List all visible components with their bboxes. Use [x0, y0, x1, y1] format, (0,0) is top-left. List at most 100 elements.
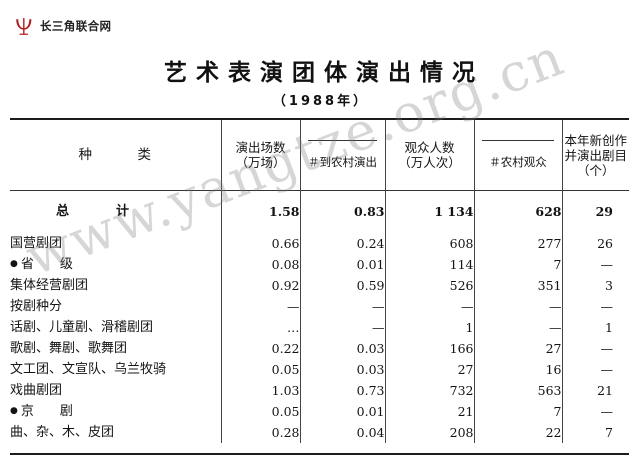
col-header-rural-audience-label: ＃农村观众	[489, 155, 547, 169]
col-header-new-plays-line2: 并演出剧目	[564, 147, 627, 163]
col-header-shows-label: 演出场数	[235, 140, 286, 155]
table-row: 按剧种分 — — — — —	[10, 296, 629, 317]
col-header-kind-b: 类	[137, 146, 153, 163]
cell-shows: 0.05	[220, 359, 300, 380]
bullet-icon: ●	[10, 406, 18, 416]
table-row: 戏曲剧团 1.03 0.73 732 563 21	[10, 380, 629, 401]
cell-new_plays: —	[561, 401, 629, 422]
cell-rural_aud: —	[473, 296, 562, 317]
cell-audience: 27	[384, 359, 474, 380]
cell-shows: 0.22	[220, 338, 300, 359]
cell-rural_aud: 16	[473, 359, 562, 380]
col-header-new-plays-unit: （个）	[576, 162, 615, 178]
cell-new_plays: 26	[561, 233, 629, 254]
header-separator-row	[10, 190, 629, 201]
site-logo-bar: 长三角联合网	[14, 16, 111, 36]
col-header-rural-shows: ＃到农村演出	[299, 118, 385, 191]
row-label-text: 戏曲剧团	[10, 383, 63, 398]
trident-logo-icon	[14, 16, 34, 36]
cell-rural_shows: 0.04	[299, 422, 385, 443]
table-row: 文工团、文宣队、乌兰牧骑 0.05 0.03 27 16—	[10, 359, 629, 380]
cell-new_plays: 29	[561, 201, 629, 222]
row-label: 按剧种分	[10, 296, 221, 317]
cell-shows: 1.03	[220, 380, 300, 401]
row-label: ● 京 剧	[10, 401, 221, 422]
cell-shows: —	[220, 296, 300, 317]
cell-rural_shows: 0.83	[299, 201, 385, 222]
cell-rural_aud: 22	[473, 422, 562, 443]
row-label: 总 计	[10, 201, 221, 222]
page-subtitle: （1988年）	[272, 94, 370, 109]
cell-rural_shows: 0.03	[299, 338, 385, 359]
cell-rural_shows: 0.03	[299, 359, 385, 380]
col-header-shows-unit: （万场）	[235, 155, 286, 170]
cell-shows: 0.92	[220, 275, 300, 296]
row-label-text: 按剧种分	[10, 299, 63, 314]
cell-new_plays: 3	[561, 275, 629, 296]
table-row: ● 省 级 0.08 0.01 114 7—	[10, 254, 629, 275]
bullet-icon: ●	[10, 259, 18, 269]
col-header-rural-audience-overline	[482, 140, 554, 141]
cell-audience: 21	[384, 401, 474, 422]
cell-audience: 732	[384, 380, 474, 401]
cell-audience: 608	[384, 233, 474, 254]
row-label-text: 曲、杂、木、皮团	[10, 425, 115, 440]
row-label: 歌剧、舞剧、歌舞团	[10, 338, 221, 359]
cell-rural_aud: 27	[473, 338, 562, 359]
table-body: 总 计 1.58 0.83 1 134 628 29 国营剧团 0.66 0.24 608 277 2…	[10, 190, 629, 455]
row-label-text: 集体经营剧团	[10, 278, 89, 293]
col-header-audience: 观众人数 （万人次）	[384, 118, 474, 191]
row-label-text: 省 级	[20, 257, 73, 272]
col-header-kind: 种 类	[10, 118, 221, 191]
cell-rural_aud: 7	[473, 401, 562, 422]
col-header-audience-unit: （万人次）	[398, 155, 461, 170]
cell-rural_aud: 7	[473, 254, 562, 275]
cell-rural_shows: —	[299, 296, 385, 317]
cell-new_plays: —	[561, 254, 629, 275]
row-label: 曲、杂、木、皮团	[10, 422, 221, 443]
cell-audience: 208	[384, 422, 474, 443]
table-row: ● 京 剧 0.05 0.01 21 7—	[10, 401, 629, 422]
col-header-new-plays: 本年新创作 并演出剧目 （个）	[561, 118, 629, 191]
cell-rural_shows: 0.24	[299, 233, 385, 254]
cell-rural_shows: 0.01	[299, 254, 385, 275]
cell-audience: 166	[384, 338, 474, 359]
row-spacer	[10, 222, 629, 233]
row-label-text: 京 剧	[20, 404, 73, 419]
cell-new_plays: 21	[561, 380, 629, 401]
table-row: 歌剧、舞剧、歌舞团 0.22 0.03 166 27—	[10, 338, 629, 359]
table-header-row: 种 类 演出场数 （万场） ＃到农村演出 观众人数 （万人次）	[10, 118, 629, 191]
cell-new_plays: 1	[561, 317, 629, 338]
statistics-table-container: 种 类 演出场数 （万场） ＃到农村演出 观众人数 （万人次）	[10, 118, 629, 455]
statistics-table: 种 类 演出场数 （万场） ＃到农村演出 观众人数 （万人次）	[10, 118, 629, 455]
cell-audience: 114	[384, 254, 474, 275]
cell-new_plays: 7	[561, 422, 629, 443]
row-label: 集体经营剧团	[10, 275, 221, 296]
cell-rural_shows: 0.59	[299, 275, 385, 296]
row-label: 话剧、儿童剧、滑稽剧团	[10, 317, 221, 338]
col-header-shows: 演出场数 （万场）	[220, 118, 300, 191]
cell-shows: 1.58	[220, 201, 300, 222]
cell-shows: 0.28	[220, 422, 300, 443]
cell-rural_aud: —	[473, 317, 562, 338]
table-bottom-rule	[10, 443, 629, 455]
cell-shows: 0.08	[220, 254, 300, 275]
row-label: ● 省 级	[10, 254, 221, 275]
row-label: 文工团、文宣队、乌兰牧骑	[10, 359, 221, 380]
row-label-text: 总 计	[56, 204, 132, 219]
cell-rural_aud: 351	[473, 275, 562, 296]
site-name: 长三角联合网	[40, 19, 112, 33]
cell-shows: 0.05	[220, 401, 300, 422]
cell-rural_shows: —	[299, 317, 385, 338]
cell-rural_shows: 0.01	[299, 401, 385, 422]
table-row: 总 计 1.58 0.83 1 134 628 29	[10, 201, 629, 222]
col-header-new-plays-line1: 本年新创作	[564, 132, 627, 148]
page-title: 艺术表演团体演出情况	[164, 60, 484, 86]
row-label: 国营剧团	[10, 233, 221, 254]
cell-audience: 1	[384, 317, 474, 338]
cell-rural_shows: 0.73	[299, 380, 385, 401]
table-row: 话剧、儿童剧、滑稽剧团… —1—1	[10, 317, 629, 338]
row-label-text: 文工团、文宣队、乌兰牧骑	[10, 362, 167, 377]
cell-new_plays: —	[561, 338, 629, 359]
cell-rural_aud: 628	[473, 201, 562, 222]
